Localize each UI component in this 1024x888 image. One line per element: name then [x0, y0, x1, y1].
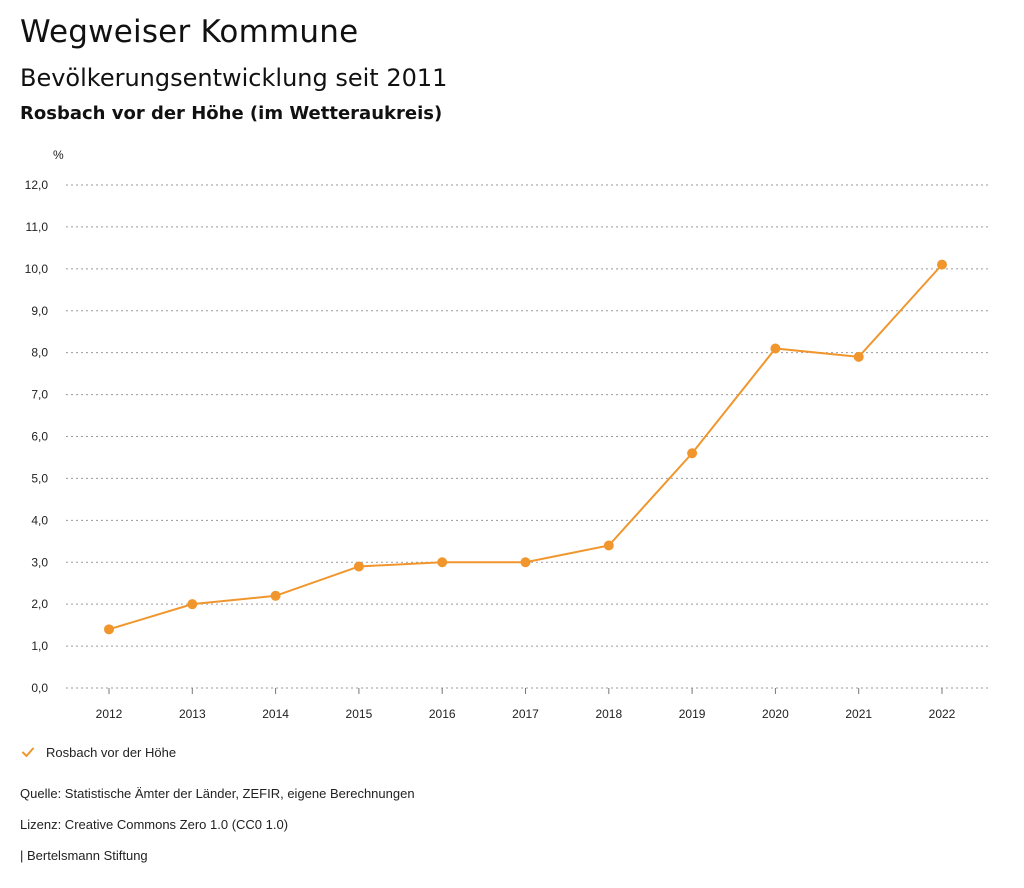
region-label: Rosbach vor der Höhe (im Wetteraukreis): [20, 103, 443, 124]
x-tick-label: 2020: [762, 707, 789, 721]
data-point: [437, 557, 448, 568]
y-tick-label: 2,0: [31, 597, 48, 611]
chart-subtitle: Bevölkerungsentwicklung seit 2011: [20, 64, 448, 92]
y-tick-label: 12,0: [25, 178, 49, 192]
y-tick-label: 6,0: [31, 430, 48, 444]
data-point: [770, 343, 781, 354]
x-tick-label: 2012: [96, 707, 123, 721]
y-tick-label: 10,0: [25, 262, 49, 276]
data-point: [104, 624, 114, 635]
x-tick-label: 2014: [262, 707, 289, 721]
y-axis-label: %: [53, 148, 64, 162]
legend-label: Rosbach vor der Höhe: [46, 744, 177, 760]
y-tick-label: 5,0: [31, 471, 48, 485]
x-tick-label: 2015: [346, 707, 373, 721]
x-tick-label: 2013: [179, 707, 206, 721]
legend[interactable]: Rosbach vor der Höhe: [20, 744, 176, 760]
data-point: [937, 259, 947, 270]
x-axis-ticks: 2012 2013 2014 2015 2016 2017 2018 2019 2020 2021…: [96, 688, 956, 721]
x-tick-label: 2016: [429, 707, 456, 721]
data-point: [187, 599, 198, 610]
page-title: Wegweiser Kommune: [20, 14, 359, 50]
x-tick-label: 2019: [679, 707, 706, 721]
y-tick-label: 4,0: [31, 513, 48, 527]
y-tick-label: 3,0: [31, 555, 48, 569]
data-point: [270, 590, 281, 601]
data-point: [520, 557, 531, 568]
y-tick-label: 0,0: [31, 681, 48, 695]
data-point: [687, 448, 698, 459]
source-note: Quelle: Statistische Ämter der Länder, Z…: [20, 786, 415, 801]
y-tick-label: 11,0: [26, 220, 49, 234]
series-line: [108, 263, 943, 631]
data-point: [353, 561, 364, 572]
y-tick-label: 1,0: [31, 639, 48, 653]
x-tick-label: 2021: [845, 707, 872, 721]
y-axis-ticks: 0,0 1,0 2,0 3,0 4,0 5,0 6,0 7,0 8,0 9,0 10,0 11,0 12…: [25, 178, 49, 695]
data-point: [603, 540, 614, 551]
data-series: [104, 259, 947, 635]
y-tick-label: 9,0: [31, 304, 48, 318]
license-note: Lizenz: Creative Commons Zero 1.0 (CC0 1…: [20, 817, 289, 832]
grid-lines: [66, 184, 990, 689]
y-tick-label: 8,0: [31, 346, 48, 360]
x-tick-label: 2017: [512, 707, 539, 721]
check-icon: [22, 747, 34, 757]
data-point: [853, 351, 864, 362]
x-tick-label: 2018: [595, 707, 622, 721]
line-chart: % 0,0 1,0 2,0 3,0 4,0 5,0 6,0 7,0 8,0 9,0 10,0 11,0…: [25, 148, 990, 721]
x-tick-label: 2022: [929, 707, 956, 721]
publisher-note: | Bertelsmann Stiftung: [20, 848, 148, 863]
y-tick-label: 7,0: [31, 388, 48, 402]
